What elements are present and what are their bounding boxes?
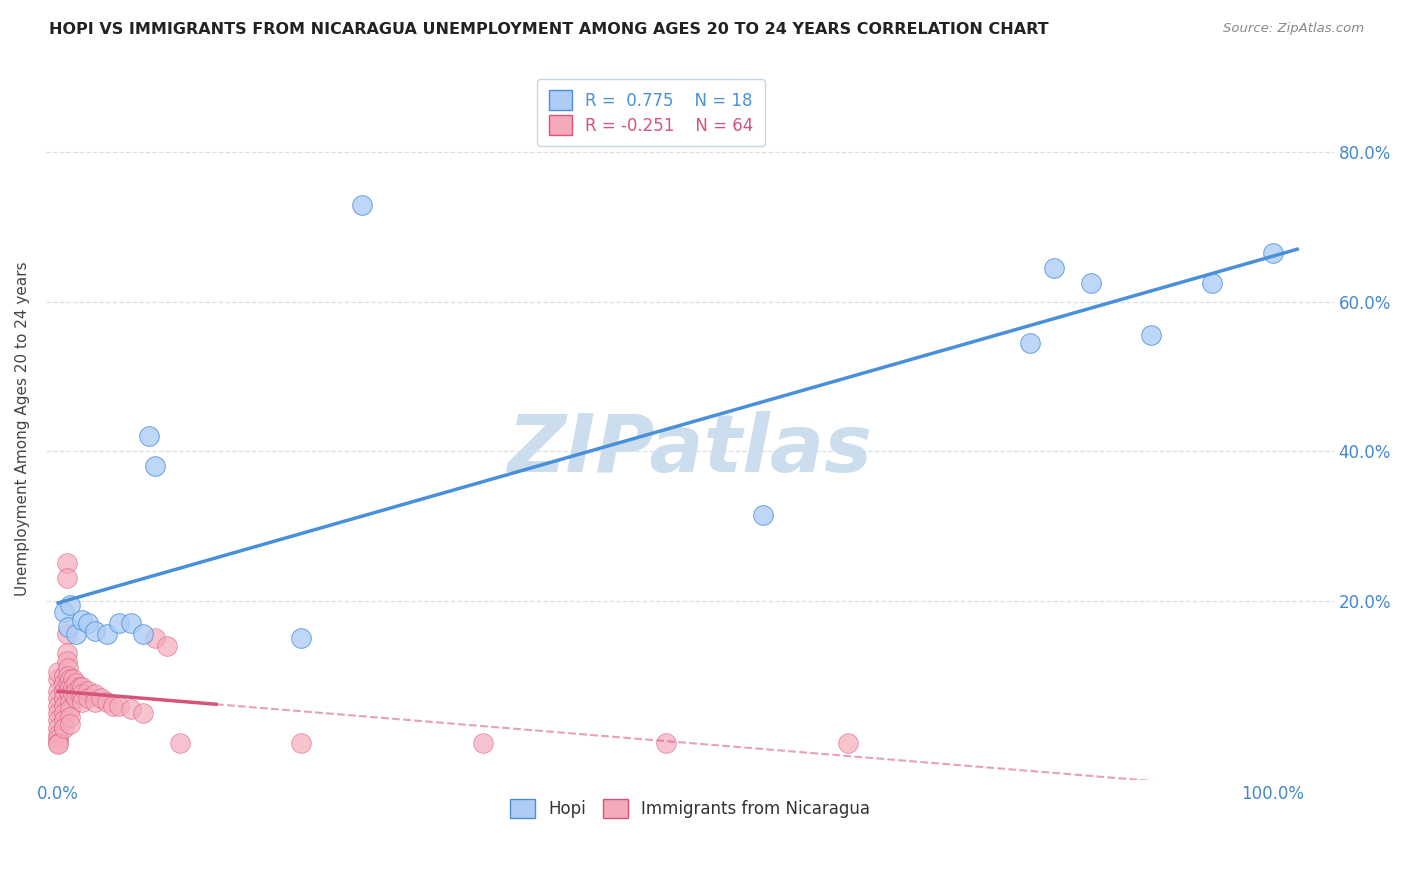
Point [56,676,79,690]
Point [59,702,82,716]
Point [83,624,105,638]
Point [46,673,69,687]
Point [53,721,76,735]
Point [56,661,79,675]
Point [96,627,118,641]
Point [55,646,77,660]
Point [46,732,69,747]
Point [53,698,76,713]
Point [350,197,373,211]
Point [83,695,105,709]
Point [46,728,69,742]
Point [108,616,131,631]
Point [156,639,179,653]
Point [472,736,495,750]
Point [46,691,69,706]
Point [143,459,166,474]
Point [55,654,77,668]
Point [132,627,155,641]
Point [53,605,76,619]
Point [77,616,100,631]
Point [72,680,94,694]
Point [138,429,160,443]
Point [69,687,91,701]
Y-axis label: Unemployment Among Ages 20 to 24 years: Unemployment Among Ages 20 to 24 years [15,261,30,596]
Point [46,698,69,713]
Point [290,736,312,750]
Point [132,706,155,720]
Point [53,691,76,706]
Point [53,668,76,682]
Point [53,683,76,698]
Point [108,698,131,713]
Point [46,665,69,679]
Point [62,673,84,687]
Point [53,676,76,690]
Point [59,710,82,724]
Point [72,687,94,701]
Text: HOPI VS IMMIGRANTS FROM NICARAGUA UNEMPLOYMENT AMONG AGES 20 TO 24 YEARS CORRELA: HOPI VS IMMIGRANTS FROM NICARAGUA UNEMPL… [49,22,1049,37]
Point [101,698,124,713]
Point [1140,328,1163,343]
Point [65,627,87,641]
Point [77,683,100,698]
Point [59,673,82,687]
Point [65,683,87,698]
Point [1019,335,1042,350]
Point [1080,276,1102,290]
Point [65,691,87,706]
Point [59,680,82,694]
Point [65,676,87,690]
Point [46,706,69,720]
Point [96,695,118,709]
Point [1201,276,1223,290]
Point [1261,246,1284,260]
Point [62,687,84,701]
Point [59,687,82,701]
Point [46,738,69,752]
Point [56,668,79,682]
Point [53,714,76,728]
Point [56,683,79,698]
Point [46,714,69,728]
Point [55,627,77,641]
Point [143,632,166,646]
Text: Source: ZipAtlas.com: Source: ZipAtlas.com [1223,22,1364,36]
Legend: Hopi, Immigrants from Nicaragua: Hopi, Immigrants from Nicaragua [503,792,876,825]
Point [837,736,859,750]
Point [83,687,105,701]
Point [72,613,94,627]
Point [90,691,112,706]
Point [290,632,312,646]
Point [751,508,773,522]
Point [59,598,82,612]
Point [77,691,100,706]
Point [654,736,676,750]
Point [55,557,77,571]
Point [69,680,91,694]
Point [169,736,191,750]
Point [1043,261,1066,276]
Point [53,706,76,720]
Point [46,736,69,750]
Text: ZIPatlas: ZIPatlas [508,411,872,489]
Point [46,721,69,735]
Point [120,616,142,631]
Point [59,717,82,731]
Point [59,695,82,709]
Point [62,680,84,694]
Point [46,683,69,698]
Point [56,620,79,634]
Point [120,702,142,716]
Point [55,571,77,585]
Point [72,695,94,709]
